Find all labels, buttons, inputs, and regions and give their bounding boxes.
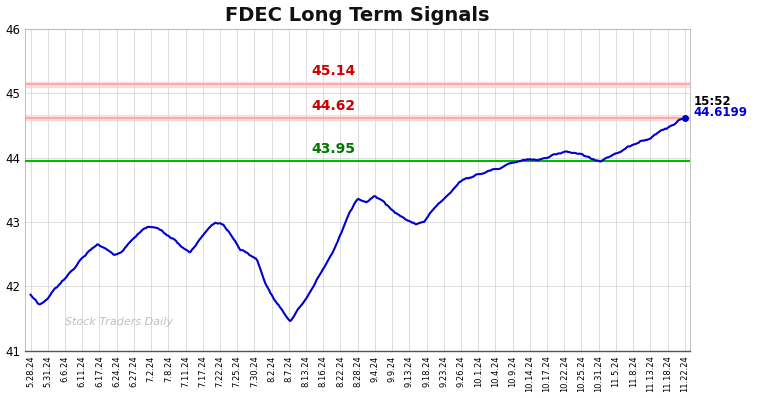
Title: FDEC Long Term Signals: FDEC Long Term Signals (226, 6, 490, 25)
Bar (25, 115, 690, 120)
Bar (25, 82, 690, 87)
Text: 43.95: 43.95 (311, 142, 355, 156)
Text: 44.6199: 44.6199 (693, 106, 747, 119)
Text: 45.14: 45.14 (311, 64, 355, 78)
Text: 44.62: 44.62 (311, 99, 355, 113)
Text: Stock Traders Daily: Stock Traders Daily (65, 317, 173, 327)
Text: 15:52: 15:52 (693, 95, 731, 108)
